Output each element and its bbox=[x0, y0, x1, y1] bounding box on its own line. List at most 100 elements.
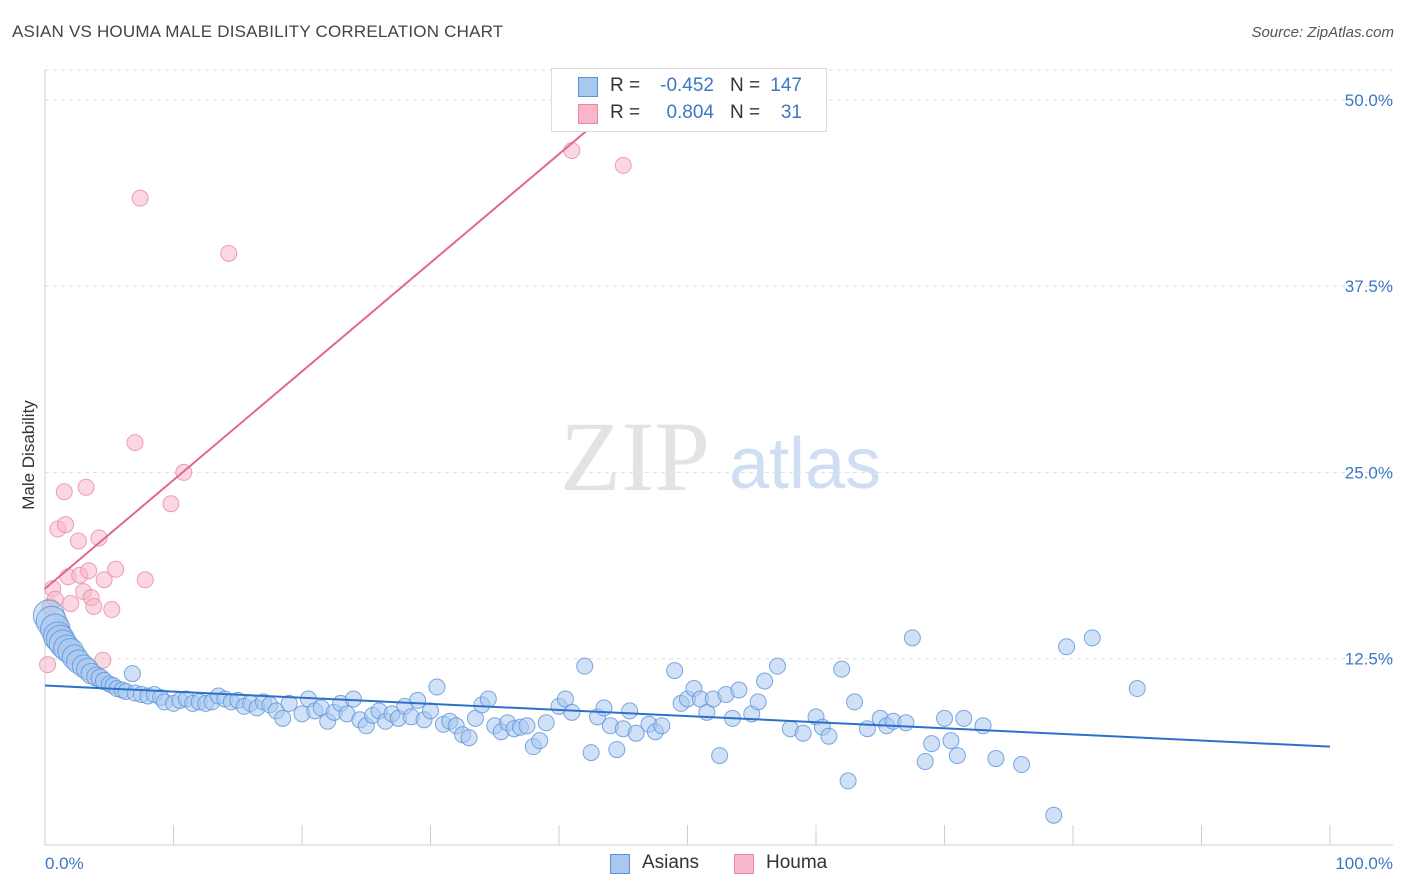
data-point bbox=[126, 434, 144, 452]
data-point bbox=[833, 660, 851, 678]
data-point bbox=[39, 656, 57, 674]
y-tick-label: 12.5% bbox=[1345, 650, 1393, 669]
data-point bbox=[839, 772, 857, 790]
data-point bbox=[55, 483, 73, 501]
n-value: 31 bbox=[780, 102, 802, 123]
data-point bbox=[621, 702, 639, 720]
n-value: 147 bbox=[770, 75, 802, 96]
trend-lines bbox=[44, 99, 1331, 748]
data-point bbox=[955, 709, 973, 727]
houma-trend-line bbox=[44, 99, 624, 590]
data-point bbox=[942, 732, 960, 750]
data-point bbox=[57, 516, 75, 534]
watermark-zip: ZIP bbox=[560, 401, 710, 512]
data-point bbox=[62, 595, 80, 613]
data-point bbox=[136, 571, 154, 589]
data-point bbox=[576, 657, 594, 675]
data-point bbox=[858, 720, 876, 738]
data-point bbox=[428, 678, 446, 696]
data-point bbox=[730, 681, 748, 699]
x-tick-label-min: 0.0% bbox=[45, 854, 84, 873]
asians-swatch bbox=[578, 77, 598, 97]
tick-labels: 12.5% 25.0% 37.5% 50.0% 0.0% 100.0% bbox=[45, 91, 1393, 873]
data-point bbox=[916, 753, 934, 771]
data-point bbox=[923, 735, 941, 753]
series-legend: Asians Houma bbox=[0, 852, 1406, 878]
y-axis-title: Male Disability bbox=[19, 400, 38, 510]
data-point bbox=[846, 693, 864, 711]
data-point bbox=[711, 747, 729, 765]
data-point bbox=[768, 657, 786, 675]
watermark-atlas: atlas bbox=[729, 424, 881, 504]
data-point bbox=[794, 724, 812, 742]
data-point bbox=[627, 724, 645, 742]
r-value: -0.452 bbox=[660, 75, 714, 96]
asians-label: Asians bbox=[642, 852, 700, 873]
y-tick-label: 37.5% bbox=[1345, 277, 1393, 296]
data-point bbox=[820, 727, 838, 745]
data-point bbox=[95, 571, 113, 589]
data-point bbox=[90, 529, 108, 547]
data-point bbox=[595, 699, 613, 717]
data-point bbox=[69, 532, 87, 550]
watermark: ZIP atlas bbox=[560, 401, 881, 512]
n-label: N = bbox=[730, 75, 761, 96]
data-point bbox=[1083, 629, 1101, 647]
legend-row-houma: R = 0.804 N = 31 bbox=[552, 101, 826, 127]
data-point bbox=[107, 560, 125, 578]
houma-swatch bbox=[734, 854, 754, 874]
r-label: R = bbox=[610, 102, 641, 123]
data-point bbox=[80, 562, 98, 580]
data-point bbox=[531, 732, 549, 750]
data-point bbox=[479, 690, 497, 708]
data-point bbox=[1058, 638, 1076, 656]
data-point bbox=[563, 141, 581, 159]
y-tick-label: 25.0% bbox=[1345, 463, 1393, 482]
chart-title: ASIAN VS HOUMA MALE DISABILITY CORRELATI… bbox=[12, 22, 504, 41]
data-point bbox=[422, 702, 439, 720]
data-point bbox=[274, 709, 292, 727]
source-label: Source: ZipAtlas.com bbox=[1251, 24, 1394, 41]
data-point bbox=[537, 714, 555, 732]
data-point bbox=[608, 741, 626, 759]
data-point bbox=[103, 601, 121, 619]
asians-trend-line bbox=[44, 684, 1331, 748]
asians-swatch bbox=[610, 854, 630, 874]
data-point bbox=[123, 665, 141, 683]
data-point bbox=[936, 709, 953, 727]
y-tick-label: 50.0% bbox=[1345, 91, 1393, 110]
data-point bbox=[653, 717, 671, 735]
data-point bbox=[94, 651, 112, 669]
data-point bbox=[666, 662, 684, 680]
data-point bbox=[518, 717, 536, 735]
houma-label: Houma bbox=[766, 852, 828, 873]
houma-swatch bbox=[578, 104, 598, 124]
data-point bbox=[987, 750, 1005, 768]
data-point bbox=[1128, 680, 1146, 698]
data-point bbox=[903, 629, 921, 647]
data-point bbox=[948, 747, 966, 765]
data-point bbox=[582, 744, 600, 762]
axes bbox=[44, 70, 1393, 846]
grid-lines bbox=[45, 69, 1393, 660]
data-point bbox=[1045, 806, 1063, 824]
data-point bbox=[1013, 756, 1031, 774]
data-point bbox=[280, 694, 298, 712]
data-point bbox=[897, 714, 915, 732]
data-point bbox=[220, 244, 238, 262]
data-point bbox=[749, 693, 767, 711]
x-tick-label-max: 100.0% bbox=[1335, 854, 1393, 873]
data-point bbox=[563, 703, 581, 721]
r-value: 0.804 bbox=[666, 102, 714, 123]
n-label: N = bbox=[730, 102, 761, 123]
data-point bbox=[162, 495, 180, 513]
data-point bbox=[77, 478, 95, 496]
r-label: R = bbox=[610, 75, 641, 96]
data-point bbox=[614, 156, 632, 174]
data-point bbox=[409, 691, 427, 709]
data-point bbox=[131, 189, 149, 207]
data-point bbox=[85, 598, 103, 616]
data-point bbox=[756, 672, 774, 690]
data-point bbox=[460, 729, 478, 747]
